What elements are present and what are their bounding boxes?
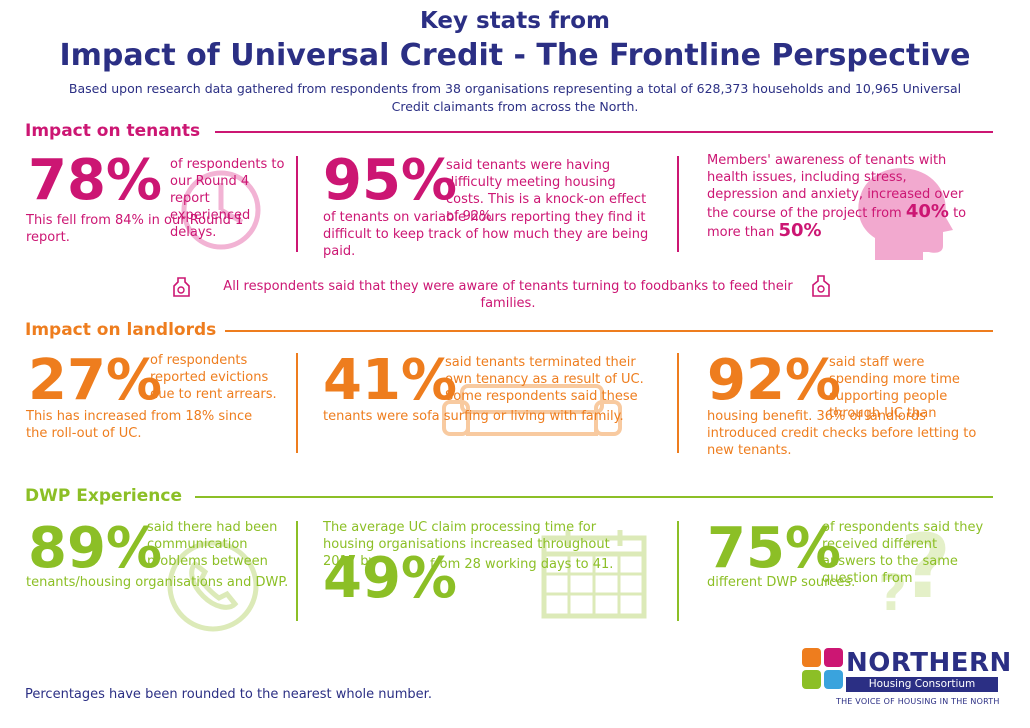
divider <box>677 156 679 252</box>
stat-78-text: of respondents to our Round 4 report exp… <box>170 157 285 240</box>
header-subtitle: Key stats from <box>419 8 611 34</box>
stat-49-text: from 28 working days to 41. <box>430 557 614 572</box>
stat-49-intro: The average UC claim processing time for… <box>323 520 610 569</box>
stat-75-text: of respondents said they received differ… <box>822 520 984 586</box>
stat-27-percent: 27% <box>28 348 163 413</box>
section-rule-landlords <box>225 330 993 332</box>
logo-tagline: THE VOICE OF HOUSING IN THE NORTH <box>836 697 1000 706</box>
stat-92-text: said staff were spending more time suppo… <box>829 355 960 421</box>
stat-27-note: This has increased from 18% since the ro… <box>26 409 253 441</box>
stat-41-note: tenants were sofa surfing or living with… <box>323 409 624 424</box>
section-title-landlords: Impact on landlords <box>25 320 217 340</box>
logo-subtitle: Housing Consortium <box>846 677 998 692</box>
logo-square-green <box>802 670 821 689</box>
divider <box>677 353 679 453</box>
stat-41-text: said tenants terminated their own tenanc… <box>445 355 644 404</box>
stat-78-note: This fell from 84% in our Round 1 report… <box>26 213 244 245</box>
stat-40-percent: 40% <box>905 201 949 222</box>
stat-89-percent: 89% <box>28 516 163 581</box>
divider <box>677 521 679 621</box>
calendar-icon <box>541 530 647 619</box>
stat-41-percent: 41% <box>323 348 458 413</box>
foodbank-statement: All respondents said that they were awar… <box>223 279 793 311</box>
section-title-dwp: DWP Experience <box>25 486 182 506</box>
footer-note: Percentages have been rounded to the nea… <box>25 687 432 702</box>
stat-awareness-text: Members' awareness of tenants with healt… <box>707 153 967 241</box>
intro-text: Based upon research data gathered from r… <box>68 81 962 114</box>
stat-75-percent: 75% <box>707 516 842 581</box>
stat-27-text: of respondents reported evictions due to… <box>150 353 277 402</box>
stat-89-note: tenants/housing organisations and DWP. <box>26 575 289 590</box>
question-small-icon: ? <box>878 564 908 622</box>
stat-95-percent: 95% <box>323 148 458 213</box>
section-rule-dwp <box>195 496 993 498</box>
stat-95-text: said tenants were having difficulty meet… <box>446 158 647 224</box>
clock-icon <box>181 170 261 250</box>
divider <box>296 156 298 252</box>
section-title-tenants: Impact on tenants <box>25 121 201 141</box>
stat-92-percent: 92% <box>707 348 842 413</box>
sofa-icon <box>442 384 622 436</box>
stat-78-percent: 78% <box>28 148 163 213</box>
logo-square-pink <box>824 648 843 667</box>
logo-square-blue <box>824 670 843 689</box>
bottle-icon <box>812 275 830 297</box>
stat-95-note: of tenants on variable hours reporting t… <box>323 210 649 259</box>
logo-square-orange <box>802 648 821 667</box>
stat-75-note: different DWP sources. <box>707 575 856 590</box>
phone-icon <box>167 540 259 632</box>
stat-92-note: housing benefit. 36% of landlords introd… <box>707 409 977 458</box>
stat-50-percent: 50% <box>778 220 822 241</box>
question-icon: ? <box>900 515 952 618</box>
divider <box>296 353 298 453</box>
stat-89-text: said there had been communication proble… <box>147 520 278 569</box>
jar-icon <box>173 277 190 297</box>
section-rule-tenants <box>215 131 993 133</box>
head-icon <box>858 168 953 260</box>
logo-name: NORTHERN <box>846 648 1012 678</box>
stat-49-percent: 49% <box>323 546 458 611</box>
divider <box>296 521 298 621</box>
page-title: Impact of Universal Credit - The Frontli… <box>59 38 971 73</box>
